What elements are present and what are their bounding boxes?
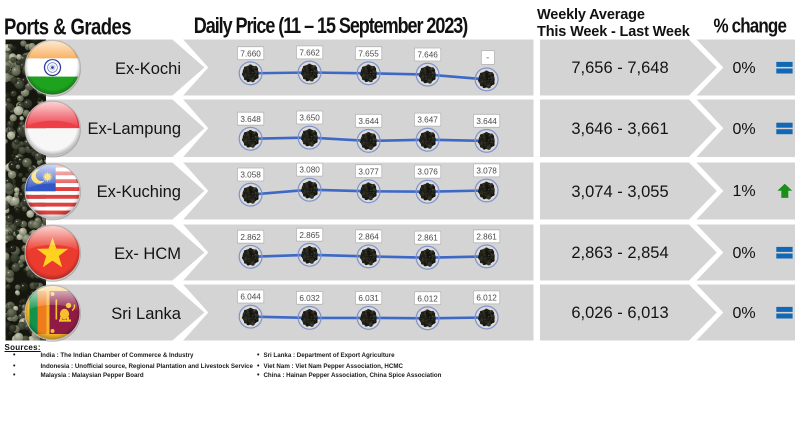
svg-text:6.012: 6.012 [417,294,438,303]
svg-text:2.862: 2.862 [240,233,261,242]
svg-text:3.078: 3.078 [476,167,497,176]
svg-text:2.864: 2.864 [358,232,379,241]
svg-text:3.647: 3.647 [417,116,438,125]
svg-text:3.077: 3.077 [358,167,379,176]
svg-text:3.058: 3.058 [240,171,261,180]
svg-text:7.660: 7.660 [240,49,261,58]
svg-text:6.031: 6.031 [358,294,379,303]
svg-text:6.012: 6.012 [476,294,497,303]
svg-text:3.080: 3.080 [299,166,320,175]
svg-text:3.648: 3.648 [240,115,261,124]
svg-text:6.032: 6.032 [299,294,320,303]
svg-text:2.861: 2.861 [476,232,497,241]
svg-text:7.662: 7.662 [299,49,320,58]
svg-text:2.861: 2.861 [417,234,438,243]
svg-text:6.044: 6.044 [240,293,261,302]
svg-text:3.644: 3.644 [476,117,497,126]
svg-text:3.650: 3.650 [299,114,320,123]
svg-text:7.655: 7.655 [358,49,379,58]
svg-text:3.076: 3.076 [417,168,438,177]
svg-text:3.644: 3.644 [358,117,379,126]
svg-text:2.865: 2.865 [299,231,320,240]
svg-text:7.646: 7.646 [417,51,438,60]
